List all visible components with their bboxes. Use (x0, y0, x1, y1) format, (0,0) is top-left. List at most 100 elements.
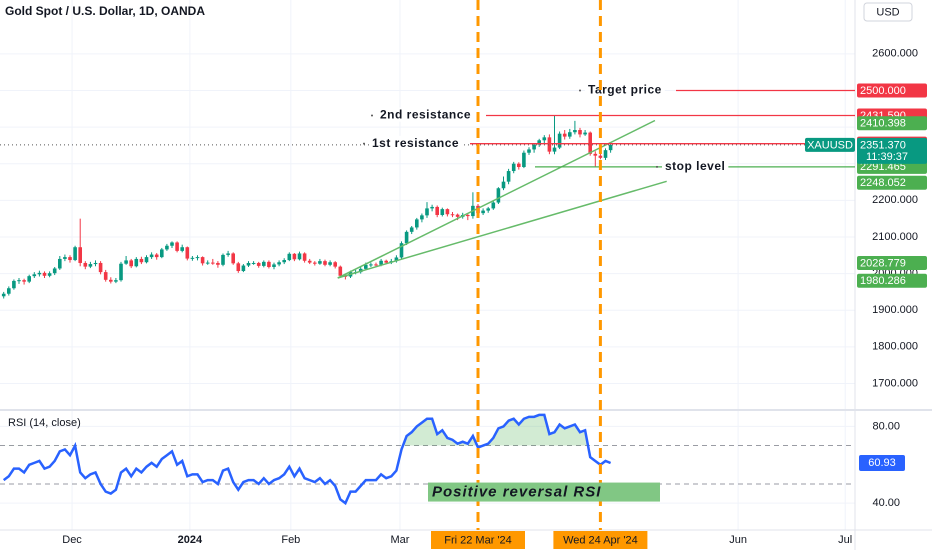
current-tag (857, 137, 927, 164)
candle-body (256, 262, 261, 266)
price-tag (857, 273, 927, 288)
annotation-dot (656, 165, 658, 168)
candle-body (455, 214, 460, 217)
x-tick-label: Mar (390, 534, 409, 546)
candle-body (47, 273, 52, 276)
candle-body (27, 276, 31, 282)
candle-body (415, 219, 419, 228)
rsi-line (2, 413, 612, 506)
annotation-text: Target price (588, 83, 662, 97)
price-tag (857, 116, 927, 131)
candle-body (231, 253, 235, 264)
x-tick-label: Jun (729, 534, 747, 546)
candle-body (124, 260, 128, 264)
candle-body (170, 242, 174, 246)
candle-body (506, 171, 511, 182)
candle-body (409, 227, 414, 232)
candle-body (608, 144, 613, 151)
candle-body (522, 152, 526, 168)
candle-body (511, 163, 516, 172)
candle-body (583, 132, 587, 135)
candle-body (103, 272, 108, 280)
candle-body (236, 263, 241, 272)
candle-body (165, 245, 169, 250)
rsi-overbought-fill (402, 414, 589, 446)
candle-body (195, 257, 200, 259)
candle-body (430, 206, 434, 209)
candle-body (129, 260, 133, 267)
annotation-bg (585, 82, 665, 97)
currency-label[interactable]: USD (876, 6, 899, 18)
rsi-note-bg (428, 482, 660, 502)
candle-body (313, 262, 317, 264)
candle-body (200, 257, 205, 264)
candle-body (435, 206, 439, 215)
candle-body (404, 231, 409, 244)
candle-body (292, 253, 297, 260)
candle-body (445, 209, 450, 215)
price-tag (857, 256, 927, 271)
currency-button[interactable] (863, 2, 913, 22)
annotation-bg (369, 135, 463, 150)
y-tick-label: 2600.000 (872, 48, 918, 60)
candle-body (603, 150, 608, 158)
candle-body (547, 137, 552, 152)
candle-body (593, 153, 598, 156)
candle-body (307, 260, 312, 263)
candle-body (226, 253, 230, 255)
rsi-last-tag (859, 455, 905, 472)
candle-body (557, 133, 562, 148)
candle-body (98, 262, 103, 273)
candle-body (297, 253, 302, 260)
candle-body (160, 249, 164, 258)
y-tick-label: 1700.000 (872, 377, 918, 389)
annotation-dot (371, 114, 373, 117)
candle-body (78, 247, 82, 263)
candle-body (328, 262, 332, 265)
candle-body (394, 257, 399, 262)
candle-body (450, 214, 455, 216)
candle-body (374, 264, 378, 266)
candle-body (552, 147, 557, 152)
rsi-last-label: 60.93 (868, 457, 896, 469)
x-tick-label: Dec (62, 534, 82, 546)
candle-body (88, 264, 93, 267)
price-tag (857, 83, 927, 98)
candle-body (333, 262, 337, 267)
candle-body (267, 261, 271, 267)
candle-body (175, 242, 179, 251)
candle-body (37, 272, 42, 275)
price-tag-label: 2410.398 (860, 118, 906, 130)
price-tag-label: 1980.286 (860, 275, 906, 287)
candle-body (481, 210, 485, 214)
candle-body (420, 215, 424, 220)
marker-label-bg (431, 531, 525, 549)
candle-body (272, 264, 276, 267)
candle-body (114, 280, 118, 282)
candle-body (58, 258, 62, 269)
candle-body (7, 288, 11, 294)
x-tick-label: Feb (281, 534, 300, 546)
marker-label: Fri 22 Mar '24 (444, 534, 512, 546)
candle-body (180, 247, 184, 251)
candle-body (527, 149, 531, 153)
candle-body (139, 258, 144, 263)
candle-body (287, 253, 292, 261)
candle-body (119, 263, 123, 281)
candle-body (185, 247, 190, 259)
candle-body (440, 209, 445, 215)
price-tag-label: 2500.000 (860, 85, 906, 97)
candle-body (221, 254, 225, 265)
candle-body (425, 208, 429, 216)
price-tag-label: 2291.465 (860, 161, 906, 173)
candle-body (486, 208, 490, 211)
candle-body (241, 265, 246, 272)
candle-body (384, 260, 388, 263)
trendline (337, 180, 667, 279)
rsi-title: RSI (14, close) (8, 417, 81, 429)
candle-body (149, 254, 154, 258)
candle-body (52, 268, 57, 274)
candle-body (134, 258, 139, 267)
